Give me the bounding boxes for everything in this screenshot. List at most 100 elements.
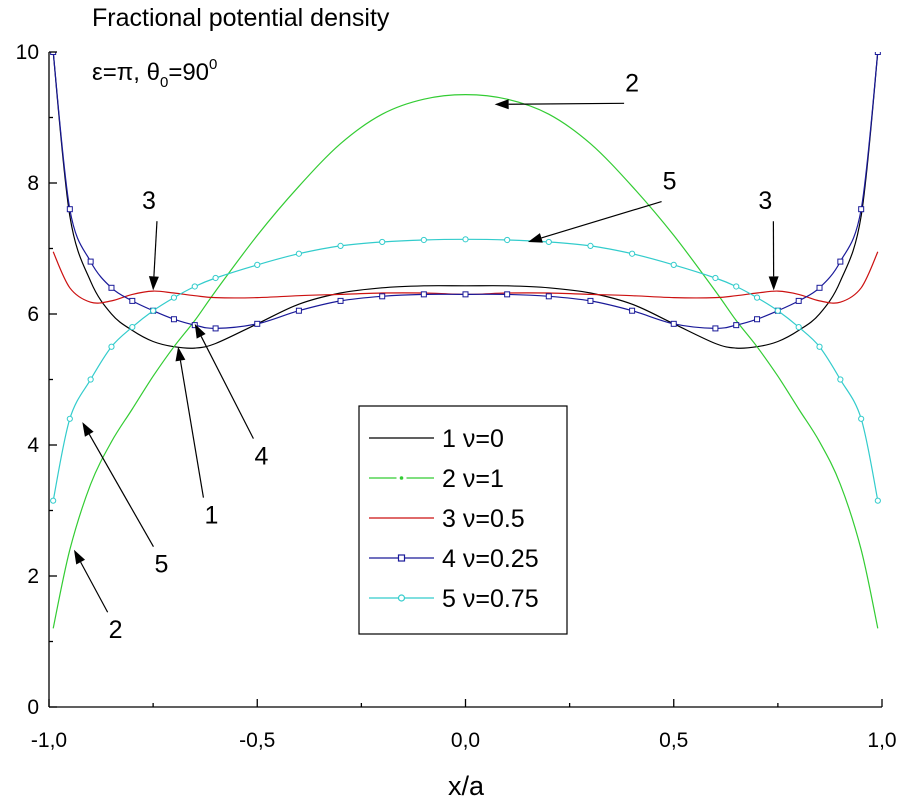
series-5-point [629,250,636,257]
legend-box [358,405,568,635]
series-5-point [50,497,57,504]
legend-swatch-marker [397,594,406,602]
annotation-label: 5 [663,168,677,196]
series-4-point [733,322,740,329]
annotation-5: 5 [82,422,168,579]
legend-item-3: 3 ν=0.5 [369,505,525,533]
subtitle-superscript: 0 [209,56,217,73]
annotation-layer: 2 5 3 3 4 1 5 2 [73,69,779,644]
series-5-point [753,294,761,301]
series-4-point [587,297,594,304]
x-tick-label: 0,0 [451,729,480,752]
series-4-point [754,316,761,323]
series-1 [52,52,879,349]
annotation-arrow-line [80,561,109,613]
annotation-arrow-line [508,102,625,105]
legend-label: 3 ν=0.5 [442,505,525,533]
series-5-point [420,236,427,244]
series-5-point [66,415,73,422]
annotation-5: 5 [527,168,677,243]
series-4-point [504,291,511,298]
series-4-point [129,297,136,304]
series-5-point [874,497,881,504]
annotation-3: 3 [758,187,779,291]
annotation-arrow-head [194,323,206,339]
series-5-point [170,294,178,301]
series-5-point [733,283,740,290]
series-1-line [52,52,879,349]
series-5-point [108,343,115,350]
series-5-point [337,242,344,249]
annotation-arrow-head [73,549,86,565]
legend-label: 4 ν=0.25 [442,545,539,573]
series-5 [50,236,881,504]
series-5-point [545,238,552,246]
series-4-point [670,320,677,327]
legend-swatch-marker [397,554,406,562]
annotation-label: 5 [155,551,169,579]
series-5-point [816,343,823,350]
legend-item-1: 1 ν=0 [369,425,504,453]
series-4-point [108,284,115,291]
annotation-arrow-head [494,99,509,110]
series-5-point [837,376,844,383]
series-4-point [337,297,344,304]
series-4-point [191,322,198,329]
series-4-point [254,320,261,327]
series-5-point [212,274,219,282]
series-2 [52,93,879,629]
annotation-arrow-line [88,433,154,548]
series-4-point [816,284,823,291]
series-4-point [837,258,844,265]
annotation-label: 2 [109,616,123,644]
legend-item-5: 5 ν=0.75 [369,585,539,613]
series-4-point [212,325,219,332]
series-4-point [858,206,865,213]
x-tick-label: 1,0 [867,729,896,752]
series-4-point [629,307,636,314]
series-5-point [587,242,594,249]
y-tick-label: 2 [27,565,39,588]
y-tick-label: 6 [27,303,39,326]
annotation-label: 3 [142,187,156,215]
annotation-1: 1 [175,346,218,530]
series-5-point [379,238,386,246]
x-axis-label: x/a [448,771,485,800]
series-4 [50,52,881,332]
x-tick-label: 0,5 [659,729,688,752]
legend-label: 5 ν=0.75 [442,585,539,613]
series-4-point [874,52,881,55]
series-4-point [462,291,469,298]
subtitle-prefix: ε=π, θ [92,59,160,86]
x-tick-label: -0,5 [239,729,275,752]
annotation-label: 2 [625,69,639,97]
chart-subtitle: ε=π, θ0=900 [92,56,217,91]
annotation-arrow-head [82,422,94,437]
series-5-point [712,274,719,282]
y-tick-label: 0 [27,696,39,719]
series-5-point [858,415,865,422]
annotation-label: 3 [758,187,772,215]
series-4-point [87,258,94,265]
series-layer [50,52,881,629]
series-2-line [52,93,879,629]
series-4-point [712,325,719,332]
annotation-arrow-line [153,221,158,277]
annotation-label: 4 [254,443,268,471]
annotation-arrow-head [175,346,186,362]
series-4-point [170,316,177,323]
series-4-point [66,206,73,213]
series-5-point [191,283,198,290]
series-5-point [462,236,469,243]
series-5-point [129,324,136,331]
series-5-point [87,376,94,383]
legend-swatch-dot [399,476,404,480]
chart-title: Fractional potential density [92,4,390,32]
annotation-arrow-line [179,360,205,498]
y-tick-label: 10 [16,41,39,64]
legend-label: 2 ν=1 [442,465,504,493]
annotation-3: 3 [142,187,159,291]
legend-item-4: 4 ν=0.25 [369,545,539,573]
